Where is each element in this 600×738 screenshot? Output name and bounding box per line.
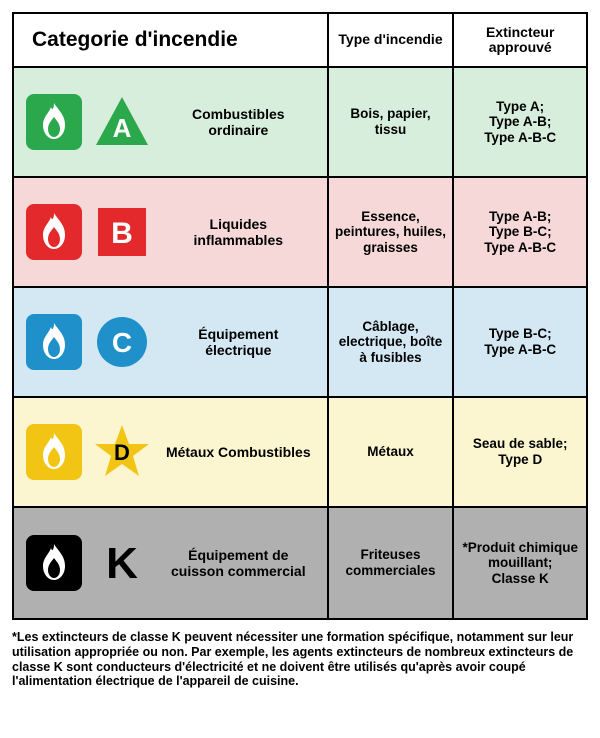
fire-class-table: Categorie d'incendie Type d'incendie Ext…	[12, 12, 588, 620]
svg-text:D: D	[114, 440, 130, 465]
header-extinguisher: Extincteur approuvé	[454, 14, 586, 66]
category-label: Équipement de cuisson commercial	[160, 547, 317, 579]
category-cell: C Équipement électrique	[14, 288, 329, 396]
class-symbol-icon: D	[92, 422, 152, 482]
extinguisher-cell: Type B-C;Type A-B-C	[454, 288, 586, 396]
extinguisher-cell: Seau de sable;Type D	[454, 398, 586, 506]
class-symbol-icon: K	[92, 533, 152, 593]
fire-pictogram-icon	[24, 92, 84, 152]
svg-text:K: K	[106, 539, 138, 588]
table-row: D Métaux Combustibles Métaux Seau de sab…	[14, 398, 586, 508]
class-symbol-icon: B	[92, 202, 152, 262]
fire-pictogram-icon	[24, 533, 84, 593]
category-cell: A Combustibles ordinaire	[14, 68, 329, 176]
category-cell: D Métaux Combustibles	[14, 398, 329, 506]
type-cell: Câblage, electrique, boîte à fusibles	[329, 288, 455, 396]
header-row: Categorie d'incendie Type d'incendie Ext…	[14, 14, 586, 68]
fire-pictogram-icon	[24, 312, 84, 372]
svg-text:A: A	[113, 113, 132, 143]
category-label: Combustibles ordinaire	[160, 106, 317, 138]
type-cell: Friteuses commerciales	[329, 508, 455, 618]
table-row: A Combustibles ordinaire Bois, papier, t…	[14, 68, 586, 178]
table-row: K Équipement de cuisson commercial Frite…	[14, 508, 586, 618]
extinguisher-cell: Type A;Type A-B;Type A-B-C	[454, 68, 586, 176]
category-label: Métaux Combustibles	[160, 444, 317, 460]
class-symbol-icon: A	[92, 92, 152, 152]
type-cell: Essence, peintures, huiles, graisses	[329, 178, 455, 286]
footnote: *Les extincteurs de classe K peuvent néc…	[12, 630, 588, 689]
fire-pictogram-icon	[24, 202, 84, 262]
fire-pictogram-icon	[24, 422, 84, 482]
extinguisher-cell: *Produit chimique mouillant;Classe K	[454, 508, 586, 618]
header-category: Categorie d'incendie	[14, 14, 329, 66]
table-row: B Liquides inflammables Essence, peintur…	[14, 178, 586, 288]
class-symbol-icon: C	[92, 312, 152, 372]
type-cell: Métaux	[329, 398, 455, 506]
category-label: Équipement électrique	[160, 326, 317, 358]
category-cell: K Équipement de cuisson commercial	[14, 508, 329, 618]
table-row: C Équipement électrique Câblage, electri…	[14, 288, 586, 398]
category-label: Liquides inflammables	[160, 216, 317, 248]
svg-text:C: C	[112, 327, 132, 358]
header-type: Type d'incendie	[329, 14, 455, 66]
extinguisher-cell: Type A-B;Type B-C;Type A-B-C	[454, 178, 586, 286]
svg-text:B: B	[111, 217, 133, 250]
category-cell: B Liquides inflammables	[14, 178, 329, 286]
type-cell: Bois, papier, tissu	[329, 68, 455, 176]
